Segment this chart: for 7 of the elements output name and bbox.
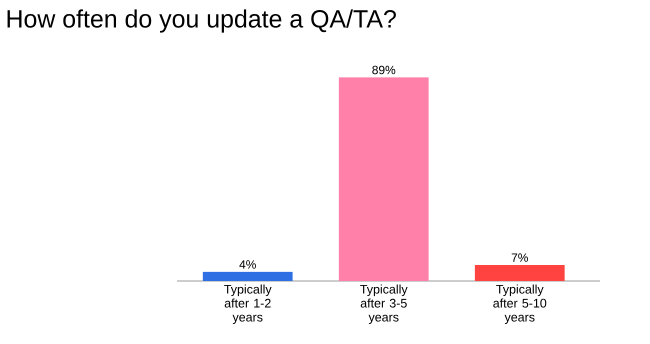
x-tick-label: Typically after 1-2 years [224, 284, 272, 324]
x-tick-label: Typically after 3-5 years [360, 284, 408, 324]
x-tick-label: Typically after 5-10 years [493, 284, 546, 324]
data-label: 89% [372, 66, 396, 74]
chart-title: How often do you update a QA/TA? [8, 9, 396, 33]
data-label: 7% [512, 253, 528, 262]
data-label: 4% [239, 260, 256, 269]
